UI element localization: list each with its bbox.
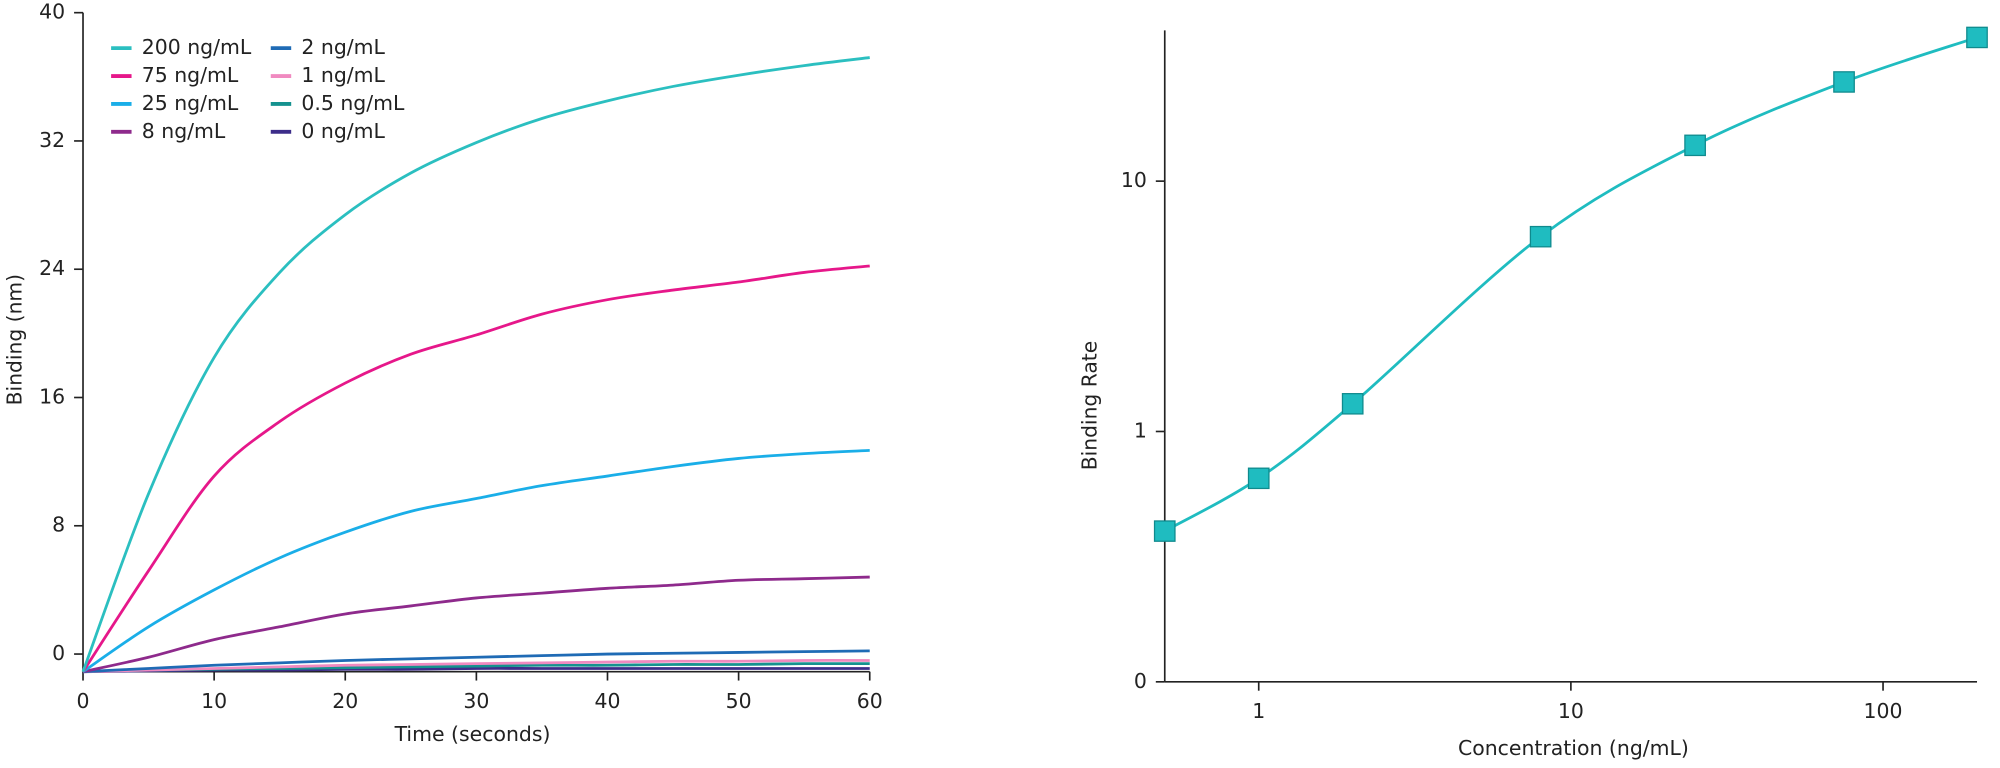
legend-label: 75 ng/mL	[142, 63, 239, 87]
x-axis-title: Concentration (ng/mL)	[1458, 736, 1689, 760]
data-line	[81, 56, 870, 673]
data-marker	[1341, 393, 1364, 415]
x-tick-label: 50	[726, 689, 752, 713]
x-tick-label: 0	[77, 689, 90, 713]
data-marker	[1966, 26, 1988, 49]
data-line	[82, 649, 870, 674]
legend-label: 200 ng/mL	[142, 35, 252, 59]
y-tick-label: 24	[39, 256, 65, 280]
y-tick-label: 8	[52, 513, 65, 537]
y-tick-label: 1	[1134, 419, 1147, 443]
legend-label: 0 ng/mL	[301, 119, 385, 143]
x-tick-label: 60	[857, 689, 883, 713]
legend-label: 2 ng/mL	[301, 35, 385, 59]
y-tick-label: 16	[39, 385, 65, 409]
x-axis-title: Time (seconds)	[394, 722, 551, 746]
x-tick-label: 10	[1558, 699, 1584, 723]
data-marker	[1529, 225, 1552, 248]
x-tick-label: 10	[201, 689, 227, 713]
data-marker	[1153, 520, 1176, 542]
data-line	[81, 264, 870, 673]
x-tick-label: 30	[463, 689, 489, 713]
x-tick-label: 100	[1864, 699, 1903, 723]
data-line	[82, 659, 870, 674]
y-tick-label: 40	[39, 0, 65, 24]
y-tick-label: 0	[52, 641, 65, 665]
x-tick-label: 1	[1252, 699, 1265, 723]
y-axis-title: Binding Rate	[1078, 341, 1102, 470]
y-tick-label: 32	[39, 128, 65, 152]
data-line	[1164, 36, 1978, 533]
legend-label: 8 ng/mL	[142, 119, 226, 143]
legend-label: 1 ng/mL	[301, 63, 385, 87]
data-line	[82, 575, 870, 674]
y-axis-title: Binding (nm)	[2, 274, 26, 405]
legend-label: 0.5 ng/mL	[301, 91, 405, 115]
data-marker	[1684, 134, 1706, 157]
x-tick-label: 20	[332, 689, 358, 713]
data-line	[82, 449, 870, 673]
data-marker	[1833, 71, 1855, 93]
legend-label: 25 ng/mL	[142, 91, 239, 115]
data-marker	[1247, 467, 1270, 490]
x-tick-label: 40	[594, 689, 620, 713]
y-tick-label: 0	[1134, 669, 1147, 693]
y-tick-label: 10	[1121, 168, 1147, 192]
